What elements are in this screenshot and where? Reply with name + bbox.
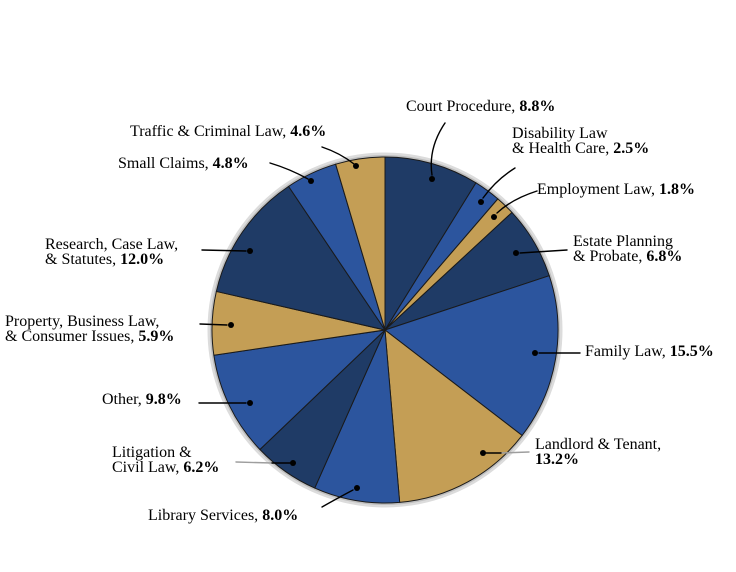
label-text: Traffic & Criminal Law, [130, 123, 291, 140]
label-traffic-criminal-law: Traffic & Criminal Law, 4.6% [130, 123, 327, 140]
leader-line-landlord-tenant [500, 451, 530, 454]
leader-dot-property-business-law-consumer-issues [228, 322, 234, 328]
leader-dot-other [247, 400, 253, 406]
label-text: Family Law, [585, 343, 670, 360]
leader-dot-landlord-tenant [480, 450, 486, 456]
leader-line-library-services [321, 489, 354, 508]
leader-line-research-case-law-statutes [201, 249, 247, 252]
leader-dot-small-claims [308, 178, 314, 184]
leader-line-property-business-law-consumer-issues [199, 323, 228, 326]
label-text: Employment Law, [537, 181, 660, 198]
label-library-services: Library Services, 8.0% [148, 507, 299, 524]
label-estate-planning-probate: Estate Planning & Probate, 6.8% [573, 233, 683, 265]
pie-slice-traffic-criminal-law [335, 156, 386, 331]
leader-line-court-procedure [430, 122, 446, 176]
leader-dot-research-case-law-statutes [247, 248, 253, 254]
label-property-business-consumer: Property, Business Law, & Consumer Issue… [5, 313, 175, 345]
pie-slice-family-law [384, 275, 559, 436]
label-text: Disability Law [512, 125, 608, 142]
leader-dot-disability-law-health-care [478, 199, 484, 205]
label-text: Other, [102, 391, 146, 408]
leader-dot-family-law [532, 350, 538, 356]
label-text: Landlord & Tenant, [535, 436, 662, 453]
label-small-claims: Small Claims, 4.8% [118, 155, 249, 172]
leader-line-employment-law [496, 190, 538, 214]
label-text: Library Services, [148, 507, 263, 524]
label-employment-law: Employment Law, 1.8% [537, 181, 696, 198]
label-text: Estate Planning [573, 233, 673, 250]
label-pct: 4.8% [212, 155, 249, 172]
leader-line-disability-law-health-care [482, 167, 516, 199]
pie-slice-landlord-tenant [384, 329, 523, 503]
label-pct: 9.8% [145, 391, 182, 408]
label-pct: 6.8% [646, 248, 683, 265]
leader-line-litigation-civil-law [235, 461, 273, 464]
label-landlord-tenant: Landlord & Tenant, 13.2% [535, 436, 662, 468]
pie-slice-court-procedure [384, 156, 477, 331]
label-other: Other, 9.8% [102, 391, 182, 408]
label-court-procedure: Court Procedure, 8.8% [406, 98, 556, 115]
label-litigation-civil-law: Litigation & Civil Law, 6.2% [112, 444, 220, 476]
label-text: Small Claims, [118, 155, 213, 172]
label-pct: 4.6% [290, 123, 327, 140]
label-pct: 2.5% [613, 140, 650, 157]
label-text: Court Procedure, [406, 98, 520, 115]
pie-slice-research-case-law-statutes [215, 185, 386, 331]
label-pct: 1.8% [659, 181, 696, 198]
pie-slices [211, 156, 559, 504]
leader-dot-library-services [354, 485, 360, 491]
leader-line-small-claims [269, 162, 309, 180]
label-text: & Health Care, [512, 140, 614, 157]
label-pct: 8.0% [262, 507, 299, 524]
label-text: & Statutes, [45, 251, 121, 268]
leader-dot-litigation-civil-law [290, 460, 296, 466]
leader-dot-estate-planning-probate [513, 250, 519, 256]
pie-halo-outer [207, 152, 563, 508]
label-family-law: Family Law, 15.5% [585, 343, 714, 360]
leader-dot-traffic-criminal-law [353, 163, 359, 169]
label-text: & Consumer Issues, [5, 328, 139, 345]
label-pct: 5.9% [138, 328, 175, 345]
label-pct: 15.5% [669, 343, 714, 360]
label-pct: 12.0% [120, 251, 165, 268]
label-pct: 13.2% [535, 451, 579, 468]
leader-lines [198, 122, 581, 508]
leader-dots [228, 163, 538, 491]
leader-line-traffic-criminal-law [321, 146, 355, 165]
label-text: Litigation & [112, 444, 192, 461]
label-pct: 8.8% [519, 98, 556, 115]
label-text: & Probate, [573, 248, 647, 265]
leader-line-estate-planning-probate [519, 249, 568, 254]
label-research-case-law-statutes: Research, Case Law, & Statutes, 12.0% [45, 236, 179, 268]
label-text: Civil Law, [112, 459, 184, 476]
label-pct: 6.2% [183, 459, 220, 476]
label-text: Research, Case Law, [45, 236, 179, 253]
pie-slice-other [213, 329, 386, 451]
leader-dot-employment-law [491, 214, 497, 220]
label-disability-law-health-care: Disability Law & Health Care, 2.5% [512, 125, 650, 157]
label-text: Property, Business Law, [5, 313, 160, 330]
leader-dot-court-procedure [429, 176, 435, 182]
